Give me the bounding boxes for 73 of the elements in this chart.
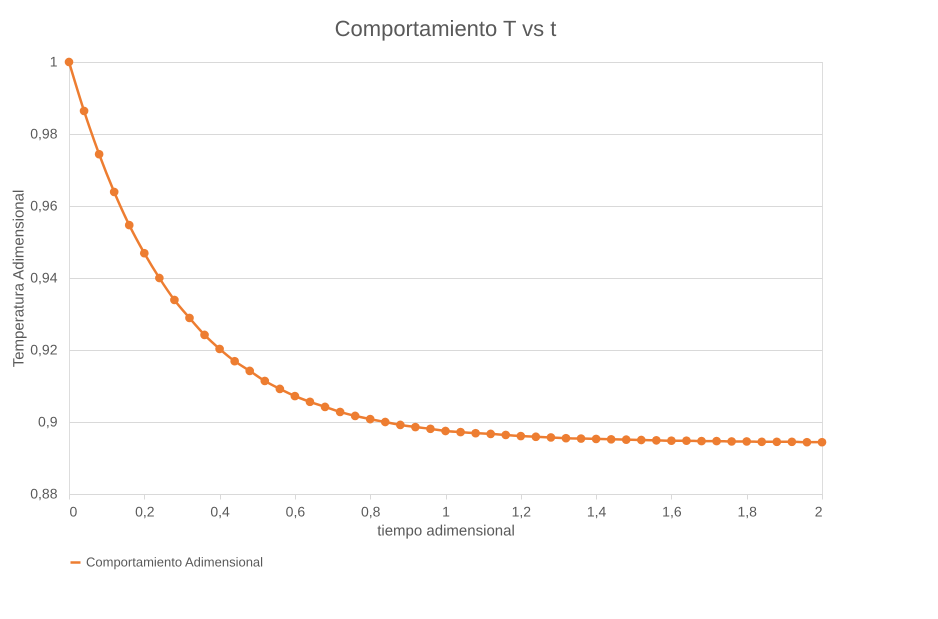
chart-title: Comportamiento T vs t <box>334 16 556 41</box>
point <box>230 356 239 366</box>
point <box>110 188 119 196</box>
point <box>576 434 586 443</box>
point <box>306 398 314 406</box>
point <box>290 392 300 400</box>
x-tick-label: 1 <box>442 504 450 520</box>
point <box>215 344 224 354</box>
point <box>124 220 134 230</box>
x-axis-title: tiempo adimensional <box>377 522 515 540</box>
point <box>772 437 782 446</box>
point <box>682 436 691 446</box>
x-tick-label: 2 <box>814 504 823 520</box>
point <box>516 432 526 440</box>
point <box>622 435 631 444</box>
point <box>336 408 344 416</box>
point <box>818 438 826 446</box>
point <box>155 274 164 282</box>
y-tick-label: 0,9 <box>38 414 58 430</box>
point <box>411 422 420 432</box>
point <box>652 436 661 445</box>
y-tick-label: 1 <box>50 54 58 70</box>
y-axis-title: Temperatura Adimensional <box>10 190 28 368</box>
point <box>667 436 676 446</box>
y-tick-label: 0,94 <box>30 270 58 286</box>
y-tick-label: 0,92 <box>30 342 58 358</box>
point <box>546 433 556 442</box>
point <box>260 376 270 386</box>
x-tick-label: 0,4 <box>210 504 230 520</box>
x-tick-label: 1,6 <box>662 504 682 520</box>
point <box>245 366 254 376</box>
y-tick-label: 0,96 <box>30 198 58 214</box>
point <box>636 436 646 444</box>
point <box>396 420 405 430</box>
y-tick-label: 0,98 <box>30 126 58 142</box>
point <box>80 106 88 116</box>
x-tick-label: 1,4 <box>586 504 607 520</box>
x-tick-label: 0,2 <box>135 504 155 520</box>
point <box>350 412 360 420</box>
point <box>471 428 480 438</box>
point <box>426 424 435 434</box>
point <box>712 436 721 446</box>
point <box>788 437 796 446</box>
point <box>320 402 330 412</box>
point <box>697 436 706 446</box>
point <box>486 430 496 438</box>
point <box>380 418 390 426</box>
point <box>276 384 284 394</box>
x-tick-label: 0,8 <box>360 504 381 520</box>
legend-label: Comportamiento Adimensional <box>86 554 264 570</box>
point <box>456 428 465 436</box>
point <box>727 437 736 446</box>
x-tick-label: 1,2 <box>512 504 532 520</box>
x-tick-label: 1,8 <box>737 504 758 520</box>
point <box>532 432 540 442</box>
point <box>64 58 74 66</box>
point <box>757 437 766 446</box>
point <box>94 150 104 158</box>
point <box>742 437 752 446</box>
point <box>200 330 209 340</box>
point <box>441 426 450 436</box>
point <box>606 434 616 444</box>
point <box>592 434 600 444</box>
point <box>185 314 194 322</box>
x-tick-label: 0,6 <box>286 504 306 520</box>
point <box>501 430 510 440</box>
y-tick-label: 0,88 <box>30 486 58 502</box>
point <box>140 248 149 258</box>
point <box>802 438 812 446</box>
point <box>366 414 375 424</box>
point <box>170 296 179 304</box>
point <box>562 434 570 443</box>
x-tick-label: 0 <box>70 504 78 520</box>
